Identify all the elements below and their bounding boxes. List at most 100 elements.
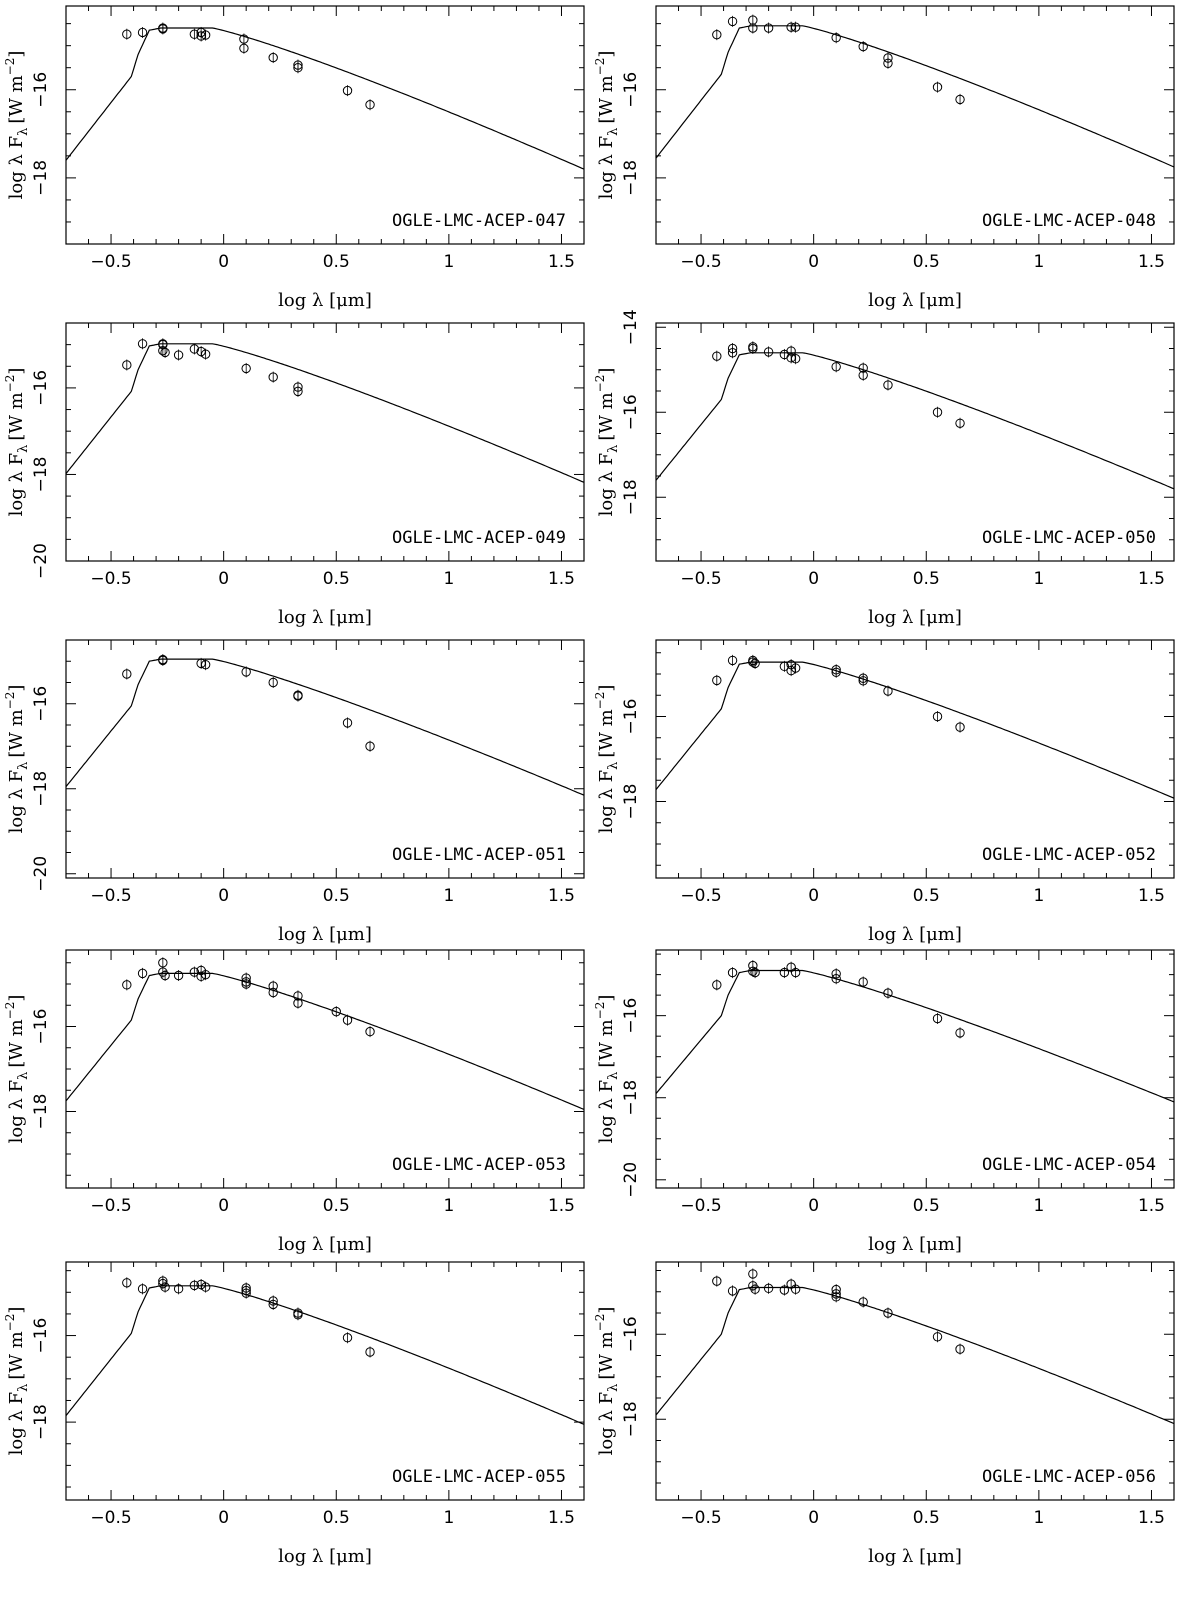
x-tick-label: 0 — [218, 569, 229, 589]
plot-frame — [655, 1261, 1175, 1501]
photometry-point — [727, 1285, 738, 1297]
plot-frame — [65, 1261, 585, 1501]
x-axis-title: log λ [μm] — [868, 607, 962, 628]
x-tick-label: 0 — [218, 1508, 229, 1528]
photometry-point — [137, 967, 148, 979]
x-tick-label: −0.5 — [90, 1196, 131, 1216]
photometry-point — [858, 976, 868, 988]
photometry-point — [712, 1275, 722, 1287]
photometry-point — [189, 28, 200, 40]
photometry-point — [137, 1283, 148, 1295]
photometry-point — [293, 997, 303, 1009]
model-sed-curve — [656, 352, 1174, 490]
y-tick-label: −20 — [31, 856, 51, 892]
photometry-point — [831, 361, 841, 373]
photometry-point — [160, 1281, 170, 1293]
x-tick-label: 0.5 — [913, 569, 940, 589]
y-tick-label: −16 — [31, 370, 51, 406]
y-axis-title: log λ Fλ[W m−2] — [593, 368, 621, 517]
photometry-point — [831, 1291, 841, 1303]
y-tick-label: −16 — [31, 1009, 51, 1045]
photometry-point — [158, 345, 168, 357]
x-tick-label: 1.5 — [1138, 1508, 1165, 1528]
x-tick-label: 0 — [218, 886, 229, 906]
photometry-point — [189, 966, 200, 978]
photometry-point — [122, 979, 132, 991]
photometry-point — [342, 717, 353, 729]
y-tick-label: −18 — [31, 457, 51, 493]
photometry-point — [200, 348, 211, 360]
x-tick-label: 0.5 — [913, 886, 940, 906]
photometry-point — [763, 22, 774, 34]
x-tick-label: 1 — [443, 252, 454, 272]
photometry-point — [750, 967, 760, 979]
photometry-point — [200, 659, 211, 671]
x-tick-label: 0.5 — [323, 1508, 350, 1528]
x-tick-label: −0.5 — [680, 252, 721, 272]
y-tick-label: −16 — [621, 699, 641, 735]
photometry-point — [932, 1331, 943, 1343]
photometry-point — [955, 93, 965, 105]
x-tick-label: −0.5 — [90, 1508, 131, 1528]
photometry-point — [955, 1027, 965, 1039]
x-tick-label: 1 — [443, 1196, 454, 1216]
model-sed-curve — [656, 661, 1174, 799]
photometry-point — [779, 967, 790, 979]
x-tick-label: 1.5 — [548, 1508, 575, 1528]
model-sed-curve — [66, 343, 584, 483]
photometry-point — [727, 654, 738, 666]
photometry-point — [342, 1014, 353, 1026]
star-id-label: OGLE-LMC-ACEP-048 — [982, 211, 1156, 231]
y-tick-label: −18 — [621, 784, 641, 820]
sed-panel-2: −0.5 0 0.5 1 1.5 −16 −18 OGLE-LMC-ACEP-048 log λ… — [593, 5, 1175, 311]
x-tick-label: 1 — [443, 1508, 454, 1528]
x-axis-title: log λ [μm] — [868, 1546, 962, 1567]
photometry-point — [858, 41, 868, 53]
x-tick-label: 0.5 — [913, 1508, 940, 1528]
photometry-point — [365, 740, 375, 752]
x-tick-label: 0 — [218, 252, 229, 272]
y-axis-title: log λ Fλ[W m−2] — [593, 51, 621, 200]
x-tick-label: 0.5 — [323, 569, 350, 589]
model-sed-curve — [66, 972, 584, 1110]
photometry-point — [122, 359, 132, 371]
photometry-point — [293, 1309, 303, 1321]
photometry-point — [712, 979, 722, 991]
x-tick-label: −0.5 — [680, 1508, 721, 1528]
x-tick-label: 1.5 — [548, 252, 575, 272]
sed-panel-10: −0.5 0 0.5 1 1.5 −16 −18 OGLE-LMC-ACEP-056 log λ… — [593, 1261, 1175, 1567]
y-tick-label: −18 — [621, 479, 641, 515]
x-tick-label: 0 — [808, 886, 819, 906]
photometry-point — [748, 22, 758, 34]
photometry-point — [727, 347, 738, 359]
plot-frame — [655, 322, 1175, 562]
photometry-point — [137, 26, 148, 38]
y-axis-title: log λ Fλ[W m−2] — [593, 995, 621, 1144]
photometry-point — [342, 85, 353, 97]
x-tick-label: 1.5 — [548, 1196, 575, 1216]
x-axis-title: log λ [μm] — [868, 1234, 962, 1255]
x-axis-title: log λ [μm] — [278, 1546, 372, 1567]
y-tick-label: −18 — [31, 160, 51, 196]
photometry-point — [932, 1013, 943, 1025]
photometry-point — [122, 1277, 132, 1289]
y-tick-label: −16 — [31, 72, 51, 108]
x-tick-label: −0.5 — [90, 886, 131, 906]
x-tick-label: −0.5 — [680, 569, 721, 589]
sed-panel-6: −0.5 0 0.5 1 1.5 −16 −18 OGLE-LMC-ACEP-052 log λ… — [593, 639, 1175, 945]
photometry-point — [241, 1287, 251, 1299]
y-tick-label: −18 — [31, 1094, 51, 1130]
y-tick-label: −20 — [621, 1162, 641, 1198]
photometry-point — [239, 42, 249, 54]
sed-panel-7: −0.5 0 0.5 1 1.5 −16 −18 OGLE-LMC-ACEP-053 log λ… — [3, 949, 585, 1255]
y-axis-title: log λ Fλ[W m−2] — [3, 368, 31, 517]
y-tick-label: −18 — [31, 1404, 51, 1440]
photometry-point — [173, 970, 184, 981]
x-tick-label: 0.5 — [913, 252, 940, 272]
x-tick-label: 0 — [218, 1196, 229, 1216]
photometry-point — [331, 1006, 341, 1018]
x-tick-label: 1.5 — [1138, 569, 1165, 589]
y-tick-label: −18 — [621, 1401, 641, 1437]
photometry-point — [883, 987, 893, 999]
